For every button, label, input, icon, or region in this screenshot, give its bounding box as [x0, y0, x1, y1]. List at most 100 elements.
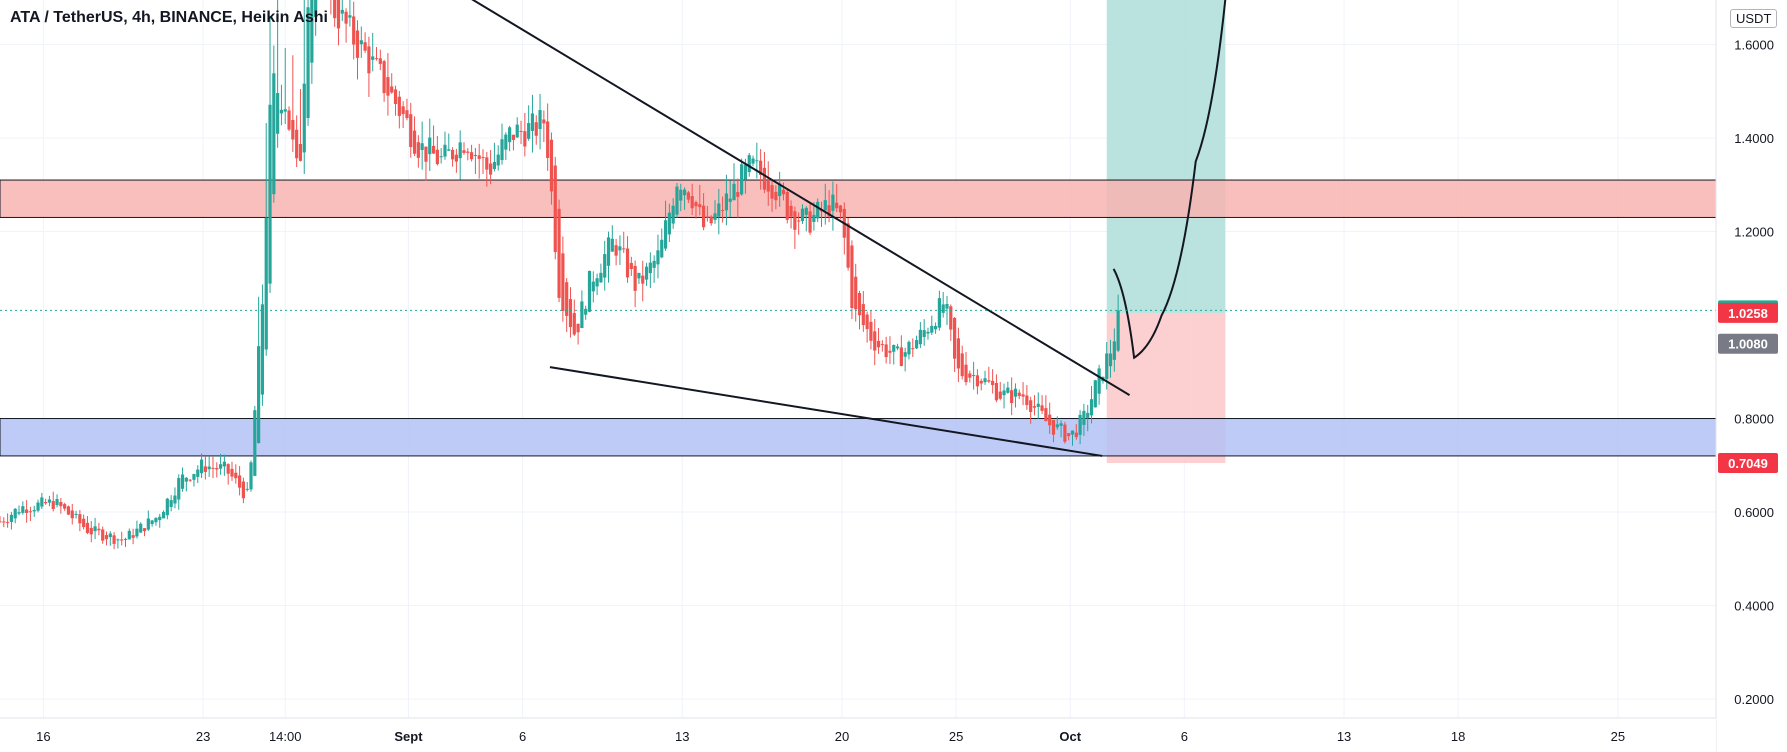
candle-up: [816, 201, 820, 219]
candle-up: [1082, 410, 1086, 425]
candle-down: [2, 521, 6, 523]
projection-curve[interactable]: [1112, 0, 1260, 360]
candle-up: [127, 530, 131, 540]
candle-down: [899, 347, 903, 366]
candle-down: [1025, 395, 1029, 406]
candle-up: [447, 149, 451, 151]
candle-up: [150, 520, 154, 525]
candle-up: [656, 250, 660, 265]
descending-trendline[interactable]: [322, 0, 1131, 396]
resistance-mid-zone: [0, 179, 1717, 218]
candle-up: [515, 124, 519, 138]
candle-down: [736, 192, 740, 197]
price-axis[interactable]: 3.00002.80002.60002.40002.20002.00001.80…: [1715, 0, 1787, 752]
candle-up: [108, 533, 112, 538]
currency-label[interactable]: USDT: [1730, 9, 1778, 28]
candle-down: [884, 344, 888, 358]
time-tick-label: 13: [1337, 729, 1351, 744]
candle-down: [409, 114, 413, 148]
candle-down: [701, 205, 706, 228]
candle-up: [599, 272, 603, 283]
candle-down: [489, 163, 493, 175]
candle-down: [401, 106, 405, 115]
chart-drawings[interactable]: [0, 0, 1716, 457]
candle-up: [13, 508, 17, 519]
candle-down: [485, 157, 489, 170]
candle-up: [253, 410, 257, 476]
candle-down: [975, 375, 980, 387]
candle-down: [431, 145, 436, 154]
candle-up: [713, 213, 717, 220]
candle-up: [218, 464, 223, 469]
candle-down: [629, 262, 633, 270]
candle-up: [272, 73, 276, 195]
candle-down: [424, 146, 428, 162]
candle-down: [835, 202, 839, 209]
price-tick-label: 1.4000: [1734, 131, 1774, 146]
price-tick-label: 0.4000: [1734, 599, 1774, 614]
candle-down: [355, 30, 360, 58]
candle-up: [154, 517, 158, 523]
candle-down: [1021, 394, 1025, 397]
candle-down: [230, 468, 234, 477]
candle-down: [949, 306, 953, 330]
candle-down: [561, 253, 565, 311]
candle-up: [93, 526, 97, 532]
chart-grid: [0, 0, 1716, 718]
candle-up: [139, 523, 143, 533]
candle-down: [66, 506, 71, 515]
candle-up: [892, 345, 896, 352]
candle-up: [180, 474, 185, 489]
candle-up: [257, 346, 261, 444]
candle-down: [131, 535, 135, 538]
time-tick-label: 16: [36, 729, 50, 744]
time-axis-background: [0, 718, 1716, 752]
candle-up: [751, 158, 755, 164]
candle-down: [435, 149, 439, 165]
candle-down: [287, 110, 291, 130]
candle-down: [633, 265, 637, 291]
candle-up: [618, 246, 622, 251]
candle-down: [572, 313, 576, 335]
candle-down: [1067, 433, 1071, 437]
candle-down: [846, 223, 850, 268]
candle-down: [994, 382, 999, 401]
candle-up: [538, 110, 542, 129]
candle-down: [344, 11, 348, 24]
candle-down: [295, 129, 299, 159]
support-trendline[interactable]: [549, 366, 1103, 457]
candle-down: [112, 535, 116, 544]
candle-up: [310, 0, 314, 63]
candle-up: [1093, 380, 1097, 408]
candle-up: [439, 156, 443, 158]
candle-up: [732, 183, 736, 201]
candle-up: [268, 104, 272, 284]
candle-up: [652, 260, 656, 268]
candle-down: [6, 521, 10, 523]
candle-down: [238, 475, 242, 488]
candle-down: [770, 185, 774, 199]
price-badge: [1718, 452, 1778, 473]
chart-title: ATA / TetherUS, 4h, BINANCE, Heikin Ashi: [10, 9, 328, 26]
candle-up: [371, 56, 375, 60]
candle-down: [78, 514, 82, 524]
candle-down: [393, 89, 398, 105]
candle-up: [610, 238, 614, 252]
time-axis[interactable]: 16 23 14:00 Sept 6 13 20 25 Oct 6 13 18 25: [0, 717, 1716, 752]
time-tick-label: Oct: [1059, 729, 1081, 744]
candle-up: [420, 143, 424, 151]
price-badge-label: 1.0080: [1728, 337, 1768, 352]
candle-down: [0, 521, 2, 523]
candle-up: [165, 498, 169, 516]
price-tick-label: 0.6000: [1734, 505, 1774, 520]
candle-down: [63, 504, 67, 509]
candle-up: [196, 469, 200, 477]
candle-up: [473, 154, 477, 156]
candle-down: [70, 510, 74, 519]
candle-down: [793, 211, 797, 230]
candle-up: [903, 352, 907, 357]
candle-down: [1032, 406, 1037, 408]
candle-down: [698, 204, 702, 208]
candle-up: [644, 266, 649, 280]
